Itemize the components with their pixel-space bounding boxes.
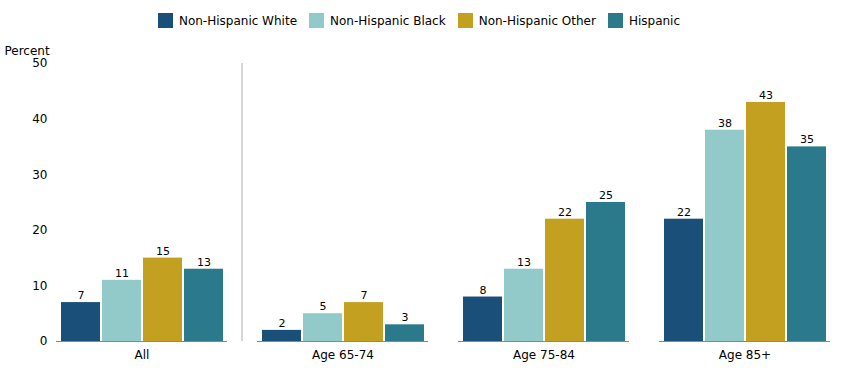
svg-text:25: 25 xyxy=(599,189,613,202)
svg-text:13: 13 xyxy=(517,256,531,269)
svg-text:Age 75-84: Age 75-84 xyxy=(513,348,575,362)
svg-text:8: 8 xyxy=(480,284,487,297)
svg-text:13: 13 xyxy=(197,256,211,269)
svg-text:Percent: Percent xyxy=(5,44,50,58)
svg-text:35: 35 xyxy=(800,133,814,146)
svg-text:43: 43 xyxy=(759,89,773,102)
svg-text:30: 30 xyxy=(32,168,47,182)
html-text:Non-Hispanic White: Non-Hispanic White xyxy=(178,13,297,28)
svg-text:50: 50 xyxy=(32,56,47,70)
html-text:Hispanic: Hispanic xyxy=(628,13,681,28)
svg-text:5: 5 xyxy=(320,300,327,313)
svg-text:Age 65-74: Age 65-74 xyxy=(312,348,374,362)
html-text:Non-Hispanic Other: Non-Hispanic Other xyxy=(478,13,596,28)
svg-text:Age 85+: Age 85+ xyxy=(719,348,771,362)
svg-text:0: 0 xyxy=(40,334,48,348)
svg-text:20: 20 xyxy=(32,223,47,237)
svg-text:All: All xyxy=(135,348,150,362)
svg-text:22: 22 xyxy=(677,206,691,219)
html-text:Non-Hispanic Black: Non-Hispanic Black xyxy=(330,13,446,28)
svg-text:38: 38 xyxy=(718,117,732,130)
svg-text:22: 22 xyxy=(558,206,572,219)
svg-text:15: 15 xyxy=(156,245,170,258)
svg-text:7: 7 xyxy=(78,289,85,302)
svg-text:7: 7 xyxy=(361,289,368,302)
svg-text:3: 3 xyxy=(402,311,409,324)
svg-text:11: 11 xyxy=(115,267,129,280)
svg-text:10: 10 xyxy=(32,279,47,293)
svg-text:2: 2 xyxy=(279,317,286,330)
svg-text:40: 40 xyxy=(32,112,47,126)
